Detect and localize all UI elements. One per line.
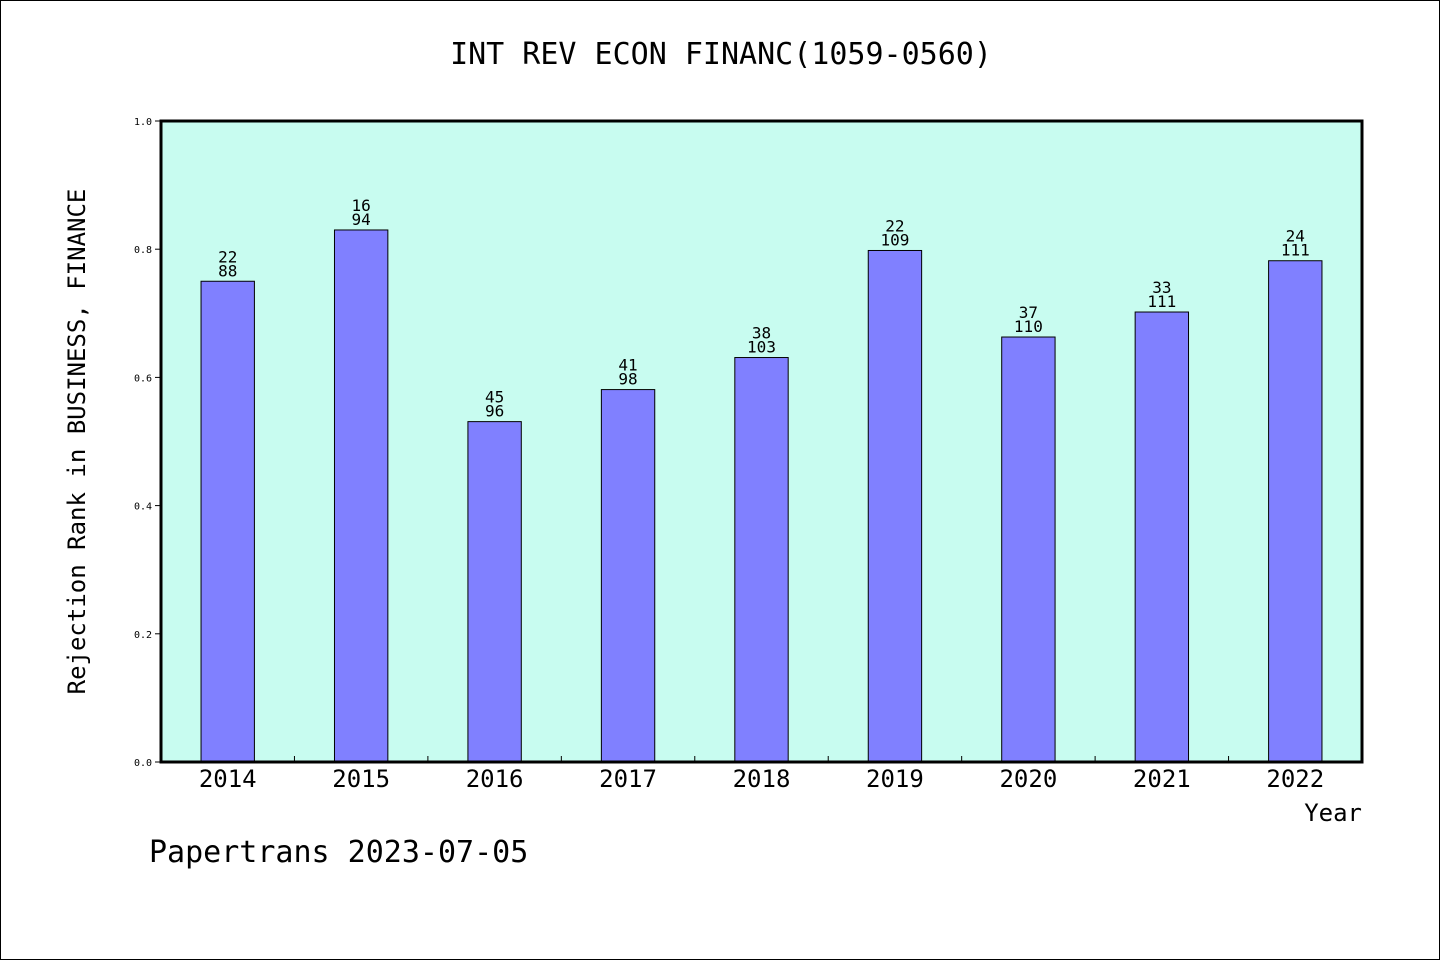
bar-label-bottom: 111 — [1281, 241, 1310, 260]
x-tick-label: 2020 — [999, 765, 1057, 793]
y-tick-label: 0.6 — [134, 373, 152, 384]
bar-label-top: 16 — [352, 196, 371, 215]
bar-label-bottom: 88 — [218, 261, 237, 280]
x-tick-label: 2019 — [866, 765, 924, 793]
bar-label-bottom: 96 — [485, 402, 504, 421]
x-tick-label: 2018 — [733, 765, 791, 793]
bar — [1001, 336, 1056, 763]
y-tick-label: 1.0 — [134, 117, 152, 128]
bar-label-top: 33 — [1152, 278, 1171, 297]
bar-label-bottom: 109 — [880, 230, 909, 249]
bar-label-top: 41 — [618, 356, 637, 375]
x-tick-label: 2015 — [332, 765, 390, 793]
y-tick-label: 0.8 — [134, 245, 152, 256]
bar-label-top: 37 — [1019, 303, 1038, 322]
bar-label-bottom: 94 — [352, 210, 371, 229]
x-tick-label: 2021 — [1133, 765, 1191, 793]
x-tick-label: 2014 — [199, 765, 257, 793]
bar — [333, 229, 389, 763]
bar-label-top: 22 — [885, 216, 904, 235]
bar-label-top: 38 — [752, 324, 771, 343]
bar-label-bottom: 103 — [747, 338, 776, 357]
bar — [734, 357, 789, 763]
plot-border — [159, 119, 1364, 764]
x-tick-label: 2022 — [1266, 765, 1324, 793]
y-tick-label: 0.4 — [134, 502, 152, 513]
bar — [467, 421, 522, 763]
bar — [1268, 260, 1323, 763]
x-tick-label: 2016 — [466, 765, 524, 793]
y-tick-label: 0.0 — [134, 758, 152, 769]
y-axis-label: Rejection Rank in BUSINESS, FINANCE — [63, 189, 91, 695]
bar-label-bottom: 110 — [1014, 317, 1043, 336]
bar — [1134, 311, 1190, 763]
chart-title: INT REV ECON FINANC(1059-0560) — [450, 37, 992, 72]
bar-label-bottom: 98 — [618, 370, 637, 389]
bar — [600, 389, 656, 763]
x-tick-label: 2017 — [599, 765, 657, 793]
bar-label-top: 22 — [218, 247, 237, 266]
bar-label-bottom: 111 — [1147, 292, 1176, 311]
footer-credit: Papertrans 2023-07-05 — [149, 835, 529, 870]
bar — [200, 280, 255, 763]
bar-label-top: 45 — [485, 388, 504, 407]
bar — [867, 249, 923, 763]
x-axis-label: Year — [1304, 799, 1362, 827]
y-tick-label: 0.2 — [134, 630, 152, 641]
bar-label-top: 24 — [1286, 227, 1305, 246]
